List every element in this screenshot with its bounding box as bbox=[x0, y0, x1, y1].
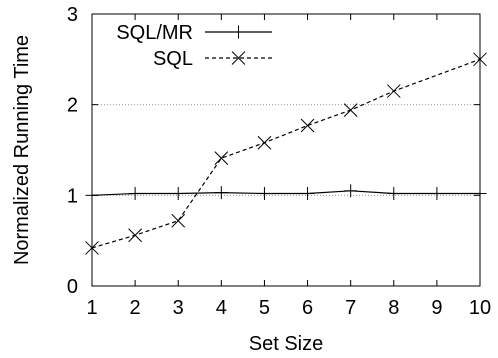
marker-cross-b bbox=[214, 151, 229, 166]
y-tick-label: 1 bbox=[67, 185, 78, 207]
marker-cross-b bbox=[231, 51, 246, 65]
legend-label-1: SQL/MR bbox=[116, 22, 193, 44]
legend-label-2: SQL bbox=[153, 48, 193, 70]
x-tick-label: 7 bbox=[345, 297, 356, 319]
data-point-series-1 bbox=[171, 187, 185, 201]
data-point-series-2 bbox=[473, 52, 487, 67]
x-tick-label: 5 bbox=[259, 297, 270, 319]
data-point-series-1 bbox=[257, 187, 271, 201]
data-point-series-1 bbox=[430, 187, 444, 201]
data-point-series-1 bbox=[387, 187, 401, 201]
x-tick-label: 4 bbox=[216, 297, 227, 319]
x-tick-label: 10 bbox=[469, 297, 491, 319]
marker-cross-b bbox=[386, 84, 401, 98]
data-point-series-1 bbox=[344, 184, 358, 198]
legend: SQL/MR SQL bbox=[116, 22, 272, 70]
x-tick-label: 1 bbox=[86, 297, 97, 319]
marker-cross-b bbox=[343, 103, 358, 117]
x-tick-label: 8 bbox=[388, 297, 399, 319]
x-tick-label: 6 bbox=[302, 297, 313, 319]
x-axis-title: Set Size bbox=[249, 333, 323, 355]
data-point-series-2 bbox=[171, 213, 186, 228]
data-point-series-1 bbox=[301, 187, 315, 201]
data-point-series-1 bbox=[214, 186, 228, 200]
data-point-series-2 bbox=[257, 135, 272, 150]
data-point-series-2 bbox=[85, 241, 99, 255]
series-lines bbox=[85, 52, 487, 255]
x-tick-label: 3 bbox=[173, 297, 184, 319]
data-point-series-2 bbox=[343, 103, 358, 117]
data-point-series-2 bbox=[300, 118, 315, 133]
data-point-series-1 bbox=[473, 187, 487, 201]
marker-cross-b bbox=[300, 118, 315, 133]
series-line-1 bbox=[91, 190, 480, 196]
y-tick-label: 0 bbox=[67, 276, 78, 298]
marker-cross-b bbox=[171, 213, 186, 228]
data-point-series-2 bbox=[386, 84, 401, 98]
marker-cross-b bbox=[257, 135, 272, 150]
grid-lines bbox=[92, 104, 480, 196]
marker-cross-b bbox=[85, 241, 99, 255]
x-tick-label: 2 bbox=[130, 297, 141, 319]
data-point-series-1 bbox=[85, 188, 99, 202]
y-tick-label: 2 bbox=[67, 95, 78, 117]
legend-marker-2 bbox=[231, 51, 246, 65]
data-point-series-2 bbox=[214, 151, 229, 166]
plot-frame bbox=[91, 13, 481, 287]
marker-cross-b bbox=[473, 52, 487, 67]
x-tick-label: 9 bbox=[431, 297, 442, 319]
series-line-2 bbox=[91, 58, 481, 249]
data-point-series-1 bbox=[128, 187, 142, 201]
data-point-series-2 bbox=[128, 228, 142, 243]
marker-cross-b bbox=[128, 228, 142, 243]
legend-marker-1 bbox=[232, 25, 245, 39]
y-tick-label: 3 bbox=[67, 4, 78, 26]
y-axis-title: Normalized Running Time bbox=[11, 35, 33, 265]
